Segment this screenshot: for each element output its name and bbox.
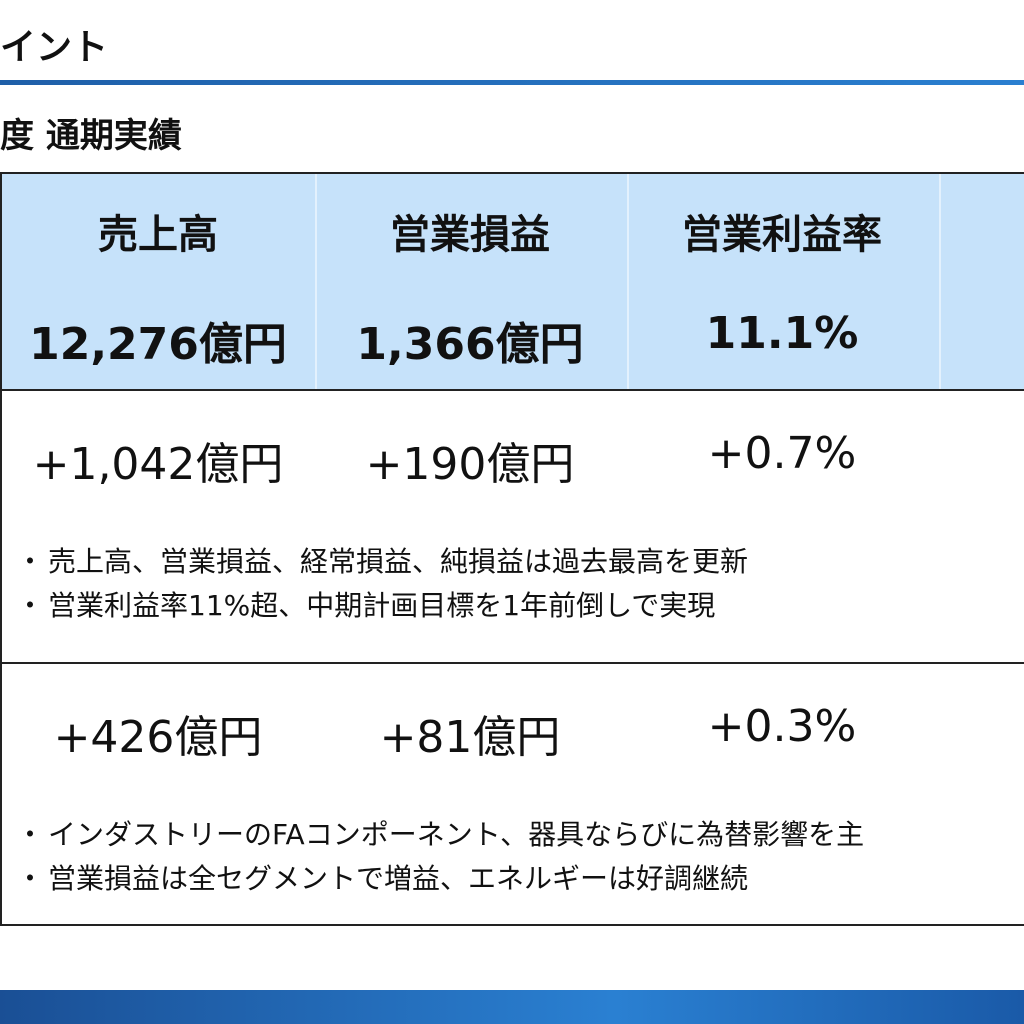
column-divider [627,174,629,390]
column-header: 営業利益率 [682,212,882,258]
results-table: 売上高 12,276億円 営業損益 1,366億円 営業利益率 11.1% 経 9 +1,042… [0,172,1024,926]
bullet-text: 売上高、営業損益、経常損益、純損益は過去最高を更新 [48,545,749,578]
slide-title: イント [0,27,109,68]
change-value: +0.7% [707,428,857,479]
change-value: +0.3% [707,701,857,752]
bullet-item: ・インダストリーのFAコンポーネント、器具ならびに為替影響を主 [16,818,865,851]
bullet-item: ・営業損益は全セグメントで増益、エネルギーは好調継続 [16,862,749,895]
metric-value: 11.1% [705,308,859,359]
metric-value: 12,276億円 [29,319,287,370]
metric-value: 9 [938,308,1024,359]
row-divider [2,389,1024,391]
slide-subtitle: 度 通期実績 [0,116,182,156]
change-value: + [938,428,1024,479]
bullet-text: インダストリーのFAコンポーネント、器具ならびに為替影響を主 [48,818,865,851]
column-divider [315,174,317,390]
title-rule [0,80,1024,85]
change-value: +1,042億円 [32,439,284,490]
change-value: + [938,701,1024,752]
bullet-text: 営業利益率11%超、中期計画目標を1年前倒しで実現 [48,589,716,622]
column-header: 売上高 [98,212,218,258]
bullet-item: ・売上高、営業損益、経常損益、純損益は過去最高を更新 [16,545,749,578]
change-value: +426億円 [53,712,263,763]
header-band [2,174,1024,390]
column-header: 営業損益 [390,212,550,258]
bullet-text: 営業損益は全セグメントで増益、エネルギーは好調継続 [48,862,749,895]
row-divider [2,662,1024,664]
column-divider [939,174,941,390]
change-value: +81億円 [379,712,561,763]
metric-value: 1,366億円 [356,319,584,370]
footer-bar [0,990,1024,1024]
bullet-item: ・営業利益率11%超、中期計画目標を1年前倒しで実現 [16,589,716,622]
column-header: 経 [938,202,1024,260]
change-value: +190億円 [365,439,575,490]
